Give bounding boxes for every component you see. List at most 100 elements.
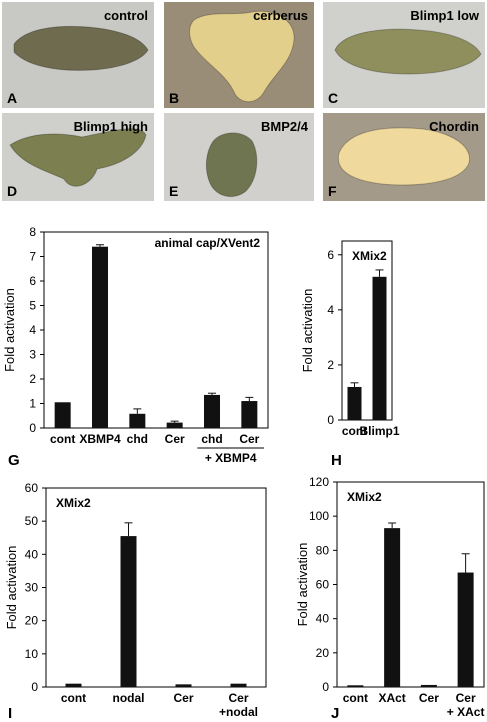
y-axis-label: Fold activation <box>4 546 19 630</box>
chart-g: animal cap/XVent2 0 1 2 3 4 5 6 7 8 Fold activatio… <box>2 225 269 469</box>
embryo-image <box>9 128 147 187</box>
y-tick-label: 2 <box>327 358 334 372</box>
y-tick-label: 10 <box>25 647 39 661</box>
photo-caption: Blimp1 low <box>410 8 480 23</box>
category-label: Cer <box>456 691 476 705</box>
y-axis-label: Fold activation <box>2 288 17 372</box>
category-sublabel: + XAct <box>447 705 485 719</box>
chart-j: XMix2 0 20 40 60 80 100 120 Fold activation cont X… <box>295 475 485 722</box>
photo-panel-b: cerberus B <box>164 2 314 108</box>
category-label: XBMP4 <box>79 432 121 446</box>
y-tick-label: 20 <box>25 614 39 628</box>
bar-nodal <box>120 536 137 687</box>
chart-title: XMix2 <box>352 249 387 263</box>
bar-cont <box>65 683 82 687</box>
embryo-image <box>13 25 149 71</box>
category-label: Blimp1 <box>359 424 399 438</box>
category-label: cont <box>61 691 86 705</box>
panel-letter: J <box>331 705 339 722</box>
y-tick-label: 2 <box>29 372 36 386</box>
plot-frame <box>43 231 269 429</box>
embryo-image <box>334 28 482 75</box>
bar-cer <box>166 422 183 428</box>
bar-cer <box>175 684 192 687</box>
category-label: cont <box>50 432 75 446</box>
bar-blimp1 <box>372 276 387 420</box>
y-tick-label: 7 <box>29 250 36 264</box>
y-axis-label: Fold activation <box>300 289 315 373</box>
embryo-image <box>189 10 295 103</box>
y-tick-label: 0 <box>322 680 329 694</box>
bar-xbmp4 <box>92 246 108 428</box>
bar-cer <box>241 401 258 428</box>
y-tick-label: 60 <box>316 578 330 592</box>
photo-panel-a: control A <box>2 2 154 108</box>
category-sublabel: +nodal <box>219 705 258 719</box>
panel-letter: H <box>331 452 342 469</box>
bar-cont <box>54 402 71 428</box>
category-label: chd <box>127 432 148 446</box>
category-label: chd <box>201 432 222 446</box>
panel-letter: F <box>328 183 337 199</box>
chart-title: XMix2 <box>347 490 382 504</box>
chart-i: XMix2 0 10 20 30 40 50 60 Fold activation cont nod… <box>4 481 267 722</box>
y-tick-label: 20 <box>316 646 330 660</box>
y-tick-label: 50 <box>25 514 39 528</box>
bar-cer <box>230 683 247 687</box>
bar-cont <box>347 386 362 420</box>
photo-panel-e: BMP2/4 E <box>164 113 314 201</box>
panel-letter: B <box>169 90 179 106</box>
group-label: + XBMP4 <box>205 451 257 465</box>
category-label: nodal <box>113 691 145 705</box>
category-label: cont <box>343 691 368 705</box>
panel-letter: A <box>7 90 17 106</box>
y-tick-label: 80 <box>316 543 330 557</box>
photo-caption: BMP2/4 <box>261 119 309 134</box>
bar-xact <box>384 528 401 687</box>
y-tick-label: 0 <box>31 680 38 694</box>
panel-letter: D <box>7 183 17 199</box>
panel-letter: C <box>328 90 338 106</box>
y-tick-label: 4 <box>327 303 334 317</box>
chart-title: animal cap/XVent2 <box>155 236 261 250</box>
bar-cont <box>347 685 364 687</box>
photo-caption: Chordin <box>429 119 479 134</box>
photo-panel-d: Blimp1 high D <box>2 113 154 201</box>
bar-cer <box>420 684 437 687</box>
category-label: XAct <box>378 691 405 705</box>
y-tick-label: 4 <box>29 323 36 337</box>
y-tick-label: 1 <box>29 397 36 411</box>
y-tick-label: 120 <box>309 475 329 489</box>
y-tick-label: 5 <box>29 299 36 313</box>
photo-panel-f: Chordin F <box>323 113 485 201</box>
y-tick-label: 0 <box>327 413 334 427</box>
photo-caption: Blimp1 high <box>74 119 148 134</box>
plot-frame <box>45 487 267 688</box>
y-tick-label: 6 <box>29 274 36 288</box>
category-label: Cer <box>239 432 259 446</box>
bar-chd <box>129 413 146 428</box>
panel-letter: G <box>8 452 20 469</box>
photo-caption: cerberus <box>253 8 308 23</box>
embryo-image <box>205 132 258 198</box>
category-label: Cer <box>173 691 193 705</box>
y-tick-label: 100 <box>309 509 329 523</box>
bar-cer <box>457 572 474 687</box>
category-label: cont <box>342 424 367 438</box>
y-tick-label: 40 <box>25 547 39 561</box>
photo-panel-c: Blimp1 low C <box>323 2 485 108</box>
y-axis-label: Fold activation <box>295 543 310 627</box>
category-label: Cer <box>228 691 248 705</box>
category-label: Cer <box>165 432 185 446</box>
y-tick-label: 0 <box>29 421 36 435</box>
y-tick-label: 3 <box>29 348 36 362</box>
panel-letter: I <box>8 705 12 722</box>
category-label: Cer <box>419 691 439 705</box>
y-tick-label: 60 <box>25 481 39 495</box>
bar-chd <box>204 394 220 428</box>
panel-letter: E <box>169 183 178 199</box>
photo-caption: control <box>104 8 148 23</box>
plot-frame <box>341 240 393 421</box>
